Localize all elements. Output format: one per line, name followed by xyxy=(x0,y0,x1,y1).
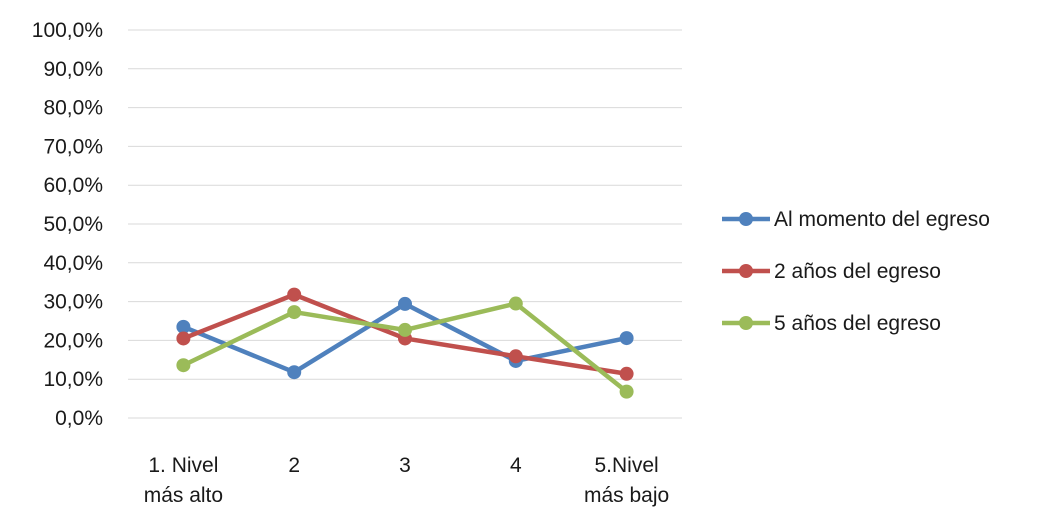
data-point xyxy=(619,331,634,346)
y-tick-label: 100,0% xyxy=(32,19,103,42)
data-point xyxy=(619,366,634,381)
legend-marker xyxy=(739,316,753,330)
legend-label: 5 años del egreso xyxy=(774,312,941,335)
x-axis-category-labels: 1. Nivel más alto 2 3 4 5.Nivel más bajo xyxy=(144,454,669,507)
x-category-label: 3 xyxy=(399,454,411,477)
y-tick-label: 50,0% xyxy=(43,213,103,236)
legend: Al momento del egreso 2 años del egreso 5 … xyxy=(722,208,990,335)
x-category-label-line: 4 xyxy=(510,454,522,477)
x-category-label-line: 2 xyxy=(288,454,300,477)
x-category-label-line: más bajo xyxy=(584,484,669,507)
x-category-label: 2 xyxy=(288,454,300,477)
x-category-label-line: 5.Nivel xyxy=(594,454,658,477)
y-tick-label: 90,0% xyxy=(43,58,103,81)
data-point xyxy=(176,331,191,346)
data-point xyxy=(508,349,523,364)
y-axis-tick-labels: 0,0% 10,0% 20,0% 30,0% 40,0% 50,0% 60,0% 70,0% 8… xyxy=(32,19,103,430)
x-category-label: 5.Nivel más bajo xyxy=(584,454,669,507)
data-point xyxy=(287,287,302,302)
legend-label: 2 años del egreso xyxy=(774,260,941,283)
y-tick-label: 30,0% xyxy=(43,291,103,314)
x-category-label: 1. Nivel más alto xyxy=(144,454,223,507)
y-tick-label: 80,0% xyxy=(43,97,103,120)
legend-marker xyxy=(739,212,753,226)
x-category-label: 4 xyxy=(510,454,522,477)
legend-label: Al momento del egreso xyxy=(774,208,990,231)
y-tick-label: 70,0% xyxy=(43,135,103,158)
gridlines xyxy=(128,29,682,419)
data-point xyxy=(176,319,191,334)
data-point xyxy=(287,305,302,320)
series-line xyxy=(181,301,629,394)
y-tick-label: 40,0% xyxy=(43,252,103,275)
x-category-label-line: más alto xyxy=(144,484,223,507)
data-point xyxy=(619,384,634,399)
data-point xyxy=(176,358,191,373)
series-markers xyxy=(176,287,634,399)
data-point xyxy=(398,296,412,311)
data-point xyxy=(398,322,412,337)
data-point xyxy=(287,365,302,380)
y-tick-label: 0,0% xyxy=(55,407,103,430)
x-category-label-line: 3 xyxy=(399,454,411,477)
legend-marker xyxy=(739,264,753,278)
data-point xyxy=(508,296,523,311)
x-category-label-line: 1. Nivel xyxy=(148,454,218,477)
y-tick-label: 10,0% xyxy=(43,368,103,391)
y-tick-label: 20,0% xyxy=(43,329,103,352)
y-tick-label: 60,0% xyxy=(43,174,103,197)
